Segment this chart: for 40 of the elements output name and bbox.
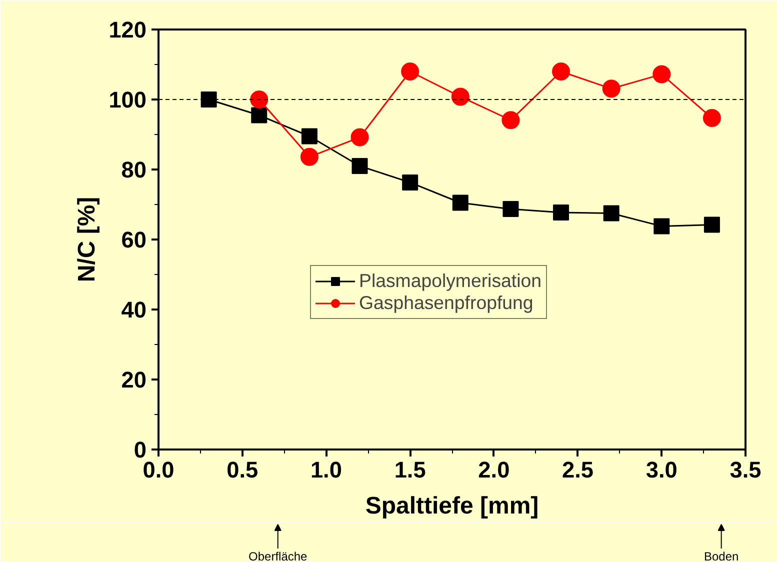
point bbox=[350, 128, 369, 146]
point bbox=[452, 194, 468, 211]
legend-label: Plasmapolymerisation bbox=[359, 270, 542, 292]
point bbox=[552, 62, 570, 80]
legend-label: Gasphasenpfropfung bbox=[359, 292, 534, 314]
point bbox=[250, 90, 268, 108]
point bbox=[702, 109, 721, 128]
text: Oberfläche bbox=[248, 550, 308, 562]
point bbox=[652, 65, 671, 84]
point bbox=[553, 204, 570, 221]
x-tick-label: 1.5 bbox=[394, 456, 426, 482]
x-tick-label: 2.0 bbox=[478, 456, 510, 482]
point bbox=[603, 205, 620, 222]
point bbox=[401, 62, 420, 80]
point bbox=[502, 111, 520, 130]
point bbox=[402, 174, 418, 190]
point bbox=[300, 148, 318, 166]
y-tick-label: 40 bbox=[121, 296, 146, 322]
x-axis-title: Spalttiefe [mm] bbox=[365, 492, 539, 520]
y-tick-label: 80 bbox=[121, 156, 146, 182]
x-tick-label: 2.5 bbox=[562, 456, 594, 482]
x-tick-label: 0.5 bbox=[226, 456, 258, 482]
point bbox=[301, 128, 318, 144]
point bbox=[704, 216, 720, 233]
point bbox=[654, 218, 670, 234]
y-tick-label: 120 bbox=[108, 16, 147, 42]
x-tick-label: 3.5 bbox=[730, 456, 762, 482]
text: Boden bbox=[704, 550, 739, 562]
point bbox=[200, 92, 217, 108]
point bbox=[451, 88, 470, 106]
y-tick-label: 60 bbox=[121, 226, 146, 252]
x-tick-label: 1.0 bbox=[310, 456, 342, 482]
y-tick-label: 20 bbox=[121, 366, 146, 392]
x-tick-label: 3.0 bbox=[646, 456, 678, 482]
y-tick-label: 100 bbox=[108, 86, 147, 112]
point bbox=[502, 201, 519, 218]
point bbox=[352, 158, 368, 174]
point bbox=[602, 80, 620, 98]
y-axis-title: N/C [%] bbox=[74, 196, 101, 282]
point bbox=[251, 107, 268, 124]
